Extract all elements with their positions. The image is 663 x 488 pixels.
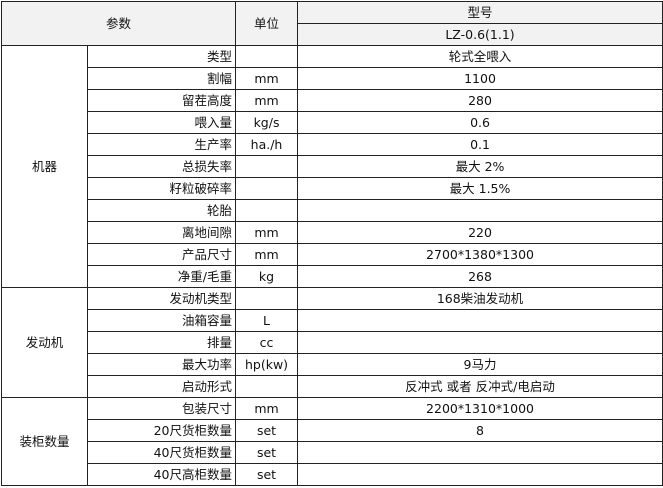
param-name: 排量 bbox=[86, 331, 237, 354]
table-row: 籽粒破碎率 最大 1.5% bbox=[2, 177, 663, 200]
table-row: 留茬高度 mm 280 bbox=[2, 89, 663, 112]
table-row: 40尺高柜数量 set bbox=[2, 463, 663, 486]
param-name: 籽粒破碎率 bbox=[86, 177, 237, 200]
param-unit bbox=[235, 155, 299, 178]
param-value: 280 bbox=[297, 89, 663, 112]
table-row: 机器 类型 轮式全喂入 bbox=[1, 45, 663, 288]
table-row: 发动机 发动机类型 168柴油发动机 bbox=[1, 287, 663, 398]
param-value: 最大 2% bbox=[297, 155, 663, 178]
unit-header: 单位 bbox=[235, 1, 299, 46]
param-unit: mm bbox=[235, 67, 299, 90]
param-name: 最大功率 bbox=[86, 353, 237, 376]
param-unit bbox=[235, 45, 299, 68]
param-value: 反冲式 或者 反冲式/电启动 bbox=[297, 375, 663, 398]
param-name: 喂入量 bbox=[86, 111, 237, 134]
param-unit: L bbox=[235, 309, 299, 332]
param-value: 0.1 bbox=[297, 133, 663, 156]
param-unit: mm bbox=[235, 221, 299, 244]
header-row: 参数 单位 型号 bbox=[0, 1, 663, 46]
param-name: 总损失率 bbox=[86, 155, 237, 178]
param-unit bbox=[235, 287, 299, 310]
param-unit: kg/s bbox=[235, 111, 299, 134]
param-unit: mm bbox=[235, 243, 299, 266]
param-name: 轮胎 bbox=[86, 199, 237, 222]
param-value: 2700*1380*1300 bbox=[297, 243, 663, 266]
model-value: LZ-0.6(1.1) bbox=[297, 23, 663, 46]
model-row: LZ-0.6(1.1) bbox=[2, 23, 663, 46]
param-unit: hp(kw) bbox=[235, 353, 299, 376]
table-row: 40尺货柜数量 set bbox=[2, 441, 663, 464]
param-value: 9马力 bbox=[297, 353, 663, 376]
param-value: 168柴油发动机 bbox=[297, 287, 663, 310]
param-name: 启动形式 bbox=[86, 375, 237, 398]
param-unit: ha./h bbox=[235, 133, 299, 156]
table-row: 油箱容量 L bbox=[2, 309, 663, 332]
param-unit bbox=[235, 375, 299, 398]
param-unit: set bbox=[235, 463, 299, 486]
param-unit: cc bbox=[235, 331, 299, 354]
group-label: 机器 bbox=[1, 45, 88, 288]
param-value: 1100 bbox=[297, 67, 663, 90]
table-row: 20尺货柜数量 set 8 bbox=[2, 419, 663, 442]
param-value: 2200*1310*1000 bbox=[297, 397, 663, 420]
group-label: 发动机 bbox=[1, 287, 88, 398]
table-row: 产品尺寸 mm 2700*1380*1300 bbox=[2, 243, 663, 266]
param-name: 净重/毛重 bbox=[86, 265, 237, 288]
param-unit: kg bbox=[235, 265, 299, 288]
group-label: 装柜数量 bbox=[1, 397, 88, 486]
param-name: 生产率 bbox=[86, 133, 237, 156]
param-value bbox=[297, 441, 663, 464]
param-name: 离地间隙 bbox=[86, 221, 237, 244]
param-value: 轮式全喂入 bbox=[297, 45, 663, 68]
param-value: 8 bbox=[297, 419, 663, 442]
param-value bbox=[297, 463, 663, 486]
table-row: 启动形式 反冲式 或者 反冲式/电启动 bbox=[2, 375, 663, 398]
param-value bbox=[297, 309, 663, 332]
param-value bbox=[297, 331, 663, 354]
param-unit: set bbox=[235, 419, 299, 442]
param-name: 油箱容量 bbox=[86, 309, 237, 332]
param-unit: mm bbox=[235, 397, 299, 420]
table-row: 轮胎 bbox=[2, 199, 663, 222]
param-unit: mm bbox=[235, 89, 299, 112]
table-row: 排量 cc bbox=[2, 331, 663, 354]
params-header: 参数 bbox=[0, 1, 237, 46]
param-name: 40尺高柜数量 bbox=[86, 463, 237, 486]
param-name: 割幅 bbox=[86, 67, 237, 90]
model-header: 型号 bbox=[297, 1, 663, 24]
param-name: 留茬高度 bbox=[86, 89, 237, 112]
param-value: 0.6 bbox=[297, 111, 663, 134]
table-row: 生产率 ha./h 0.1 bbox=[2, 133, 663, 156]
param-name: 类型 bbox=[86, 45, 237, 68]
param-unit bbox=[235, 177, 299, 200]
param-value: 最大 1.5% bbox=[297, 177, 663, 200]
table-row: 喂入量 kg/s 0.6 bbox=[2, 111, 663, 134]
table-row: 装柜数量 包装尺寸 mm 2200*1310*1000 bbox=[1, 397, 663, 486]
param-value: 220 bbox=[297, 221, 663, 244]
param-name: 40尺货柜数量 bbox=[86, 441, 237, 464]
table-row: 割幅 mm 1100 bbox=[2, 67, 663, 90]
param-name: 包装尺寸 bbox=[86, 397, 237, 420]
table-row: 净重/毛重 kg 268 bbox=[2, 265, 663, 288]
table-row: 最大功率 hp(kw) 9马力 bbox=[2, 353, 663, 376]
param-name: 发动机类型 bbox=[86, 287, 237, 310]
table-row: 离地间隙 mm 220 bbox=[2, 221, 663, 244]
table-row: 总损失率 最大 2% bbox=[2, 155, 663, 178]
param-unit bbox=[235, 199, 299, 222]
param-name: 20尺货柜数量 bbox=[86, 419, 237, 442]
param-value bbox=[297, 199, 663, 222]
param-value: 268 bbox=[297, 265, 663, 288]
param-unit: set bbox=[235, 441, 299, 464]
param-name: 产品尺寸 bbox=[86, 243, 237, 266]
